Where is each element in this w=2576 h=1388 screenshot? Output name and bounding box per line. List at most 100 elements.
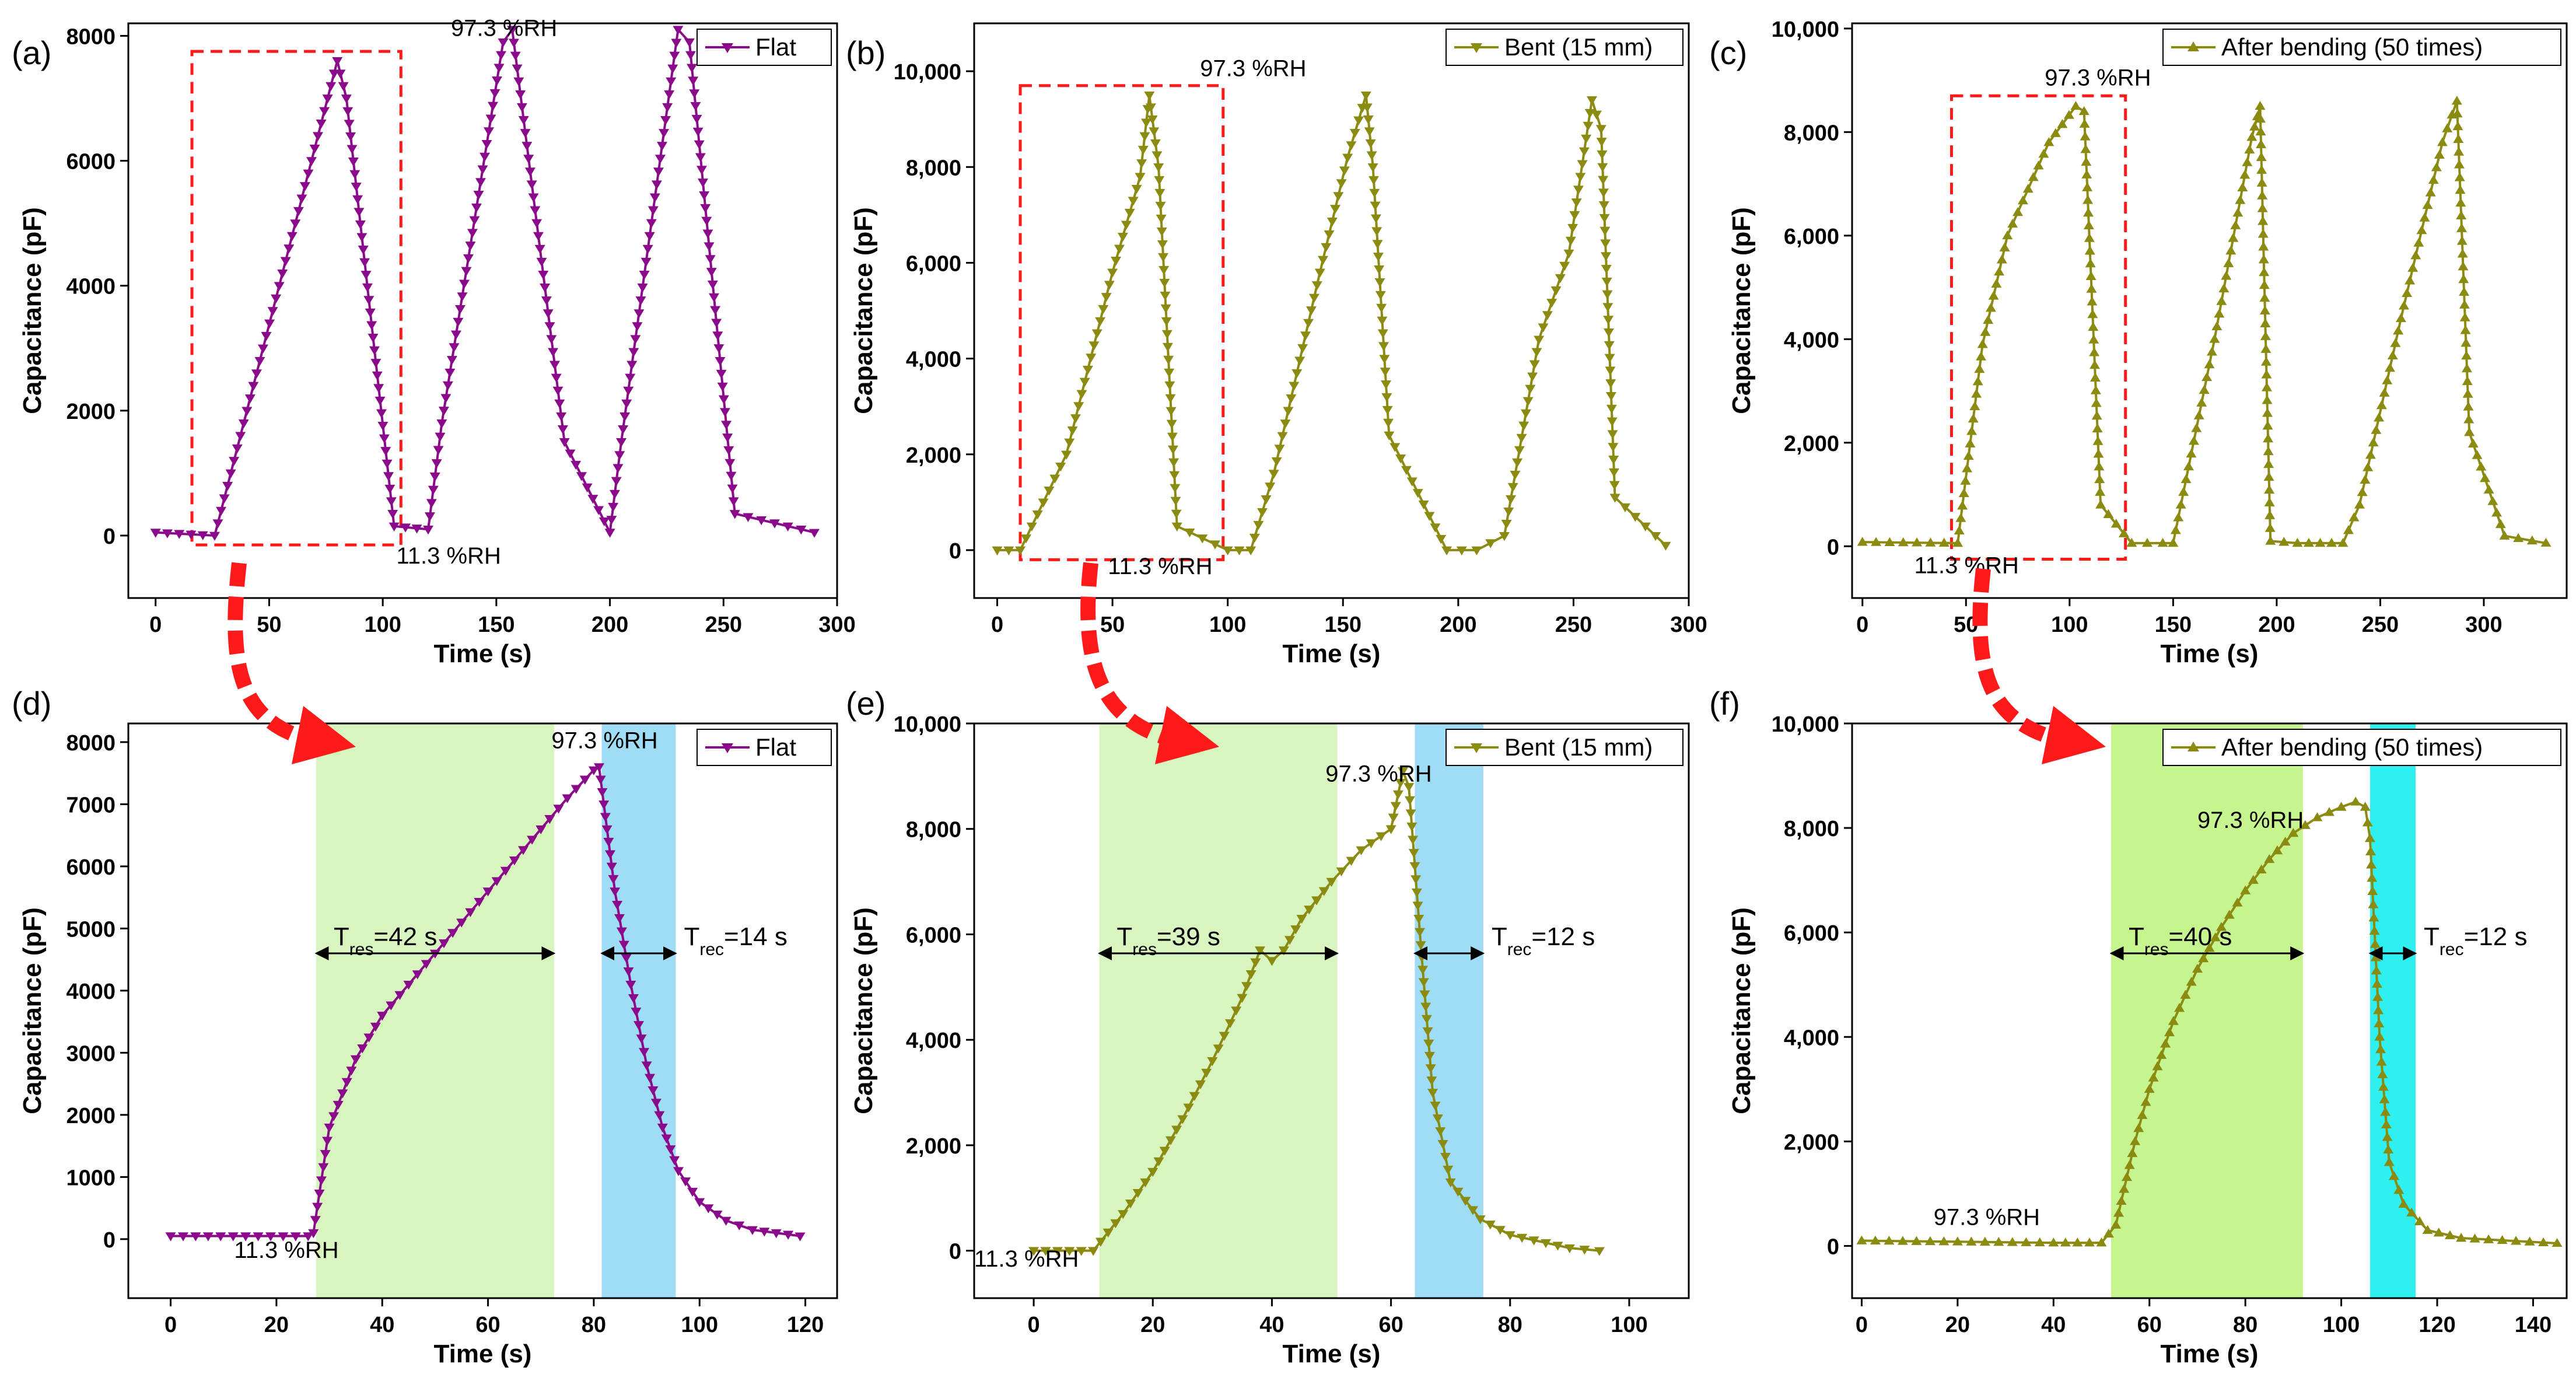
series-markers	[165, 763, 806, 1242]
data-point	[326, 82, 337, 92]
data-point	[734, 1221, 745, 1230]
data-point	[2191, 423, 2202, 432]
data-point	[552, 386, 564, 396]
data-point	[513, 77, 524, 87]
data-point	[354, 208, 365, 217]
data-point	[690, 102, 701, 111]
data-point	[2257, 190, 2268, 200]
data-point	[373, 384, 384, 393]
data-point	[222, 481, 233, 491]
plot-frame	[127, 722, 838, 1299]
zoom-box	[1019, 84, 1225, 561]
data-point	[2223, 258, 2234, 267]
data-point	[694, 140, 705, 149]
data-point	[2249, 121, 2260, 131]
rh-low-label: 97.3 %RH	[1934, 1205, 2040, 1230]
data-point	[659, 129, 670, 138]
data-point	[1377, 316, 1388, 326]
data-point	[312, 1202, 323, 1212]
data-point	[2264, 854, 2275, 863]
data-point	[1091, 329, 1102, 338]
data-point	[1245, 970, 1256, 980]
data-point	[242, 407, 253, 416]
x-tick-label: 0	[164, 1313, 177, 1337]
y-tick-label: 0	[103, 1228, 116, 1253]
data-point	[2425, 187, 2436, 197]
data-point	[488, 102, 499, 111]
data-point	[2410, 250, 2421, 260]
data-point	[1086, 354, 1097, 363]
data-point	[2456, 223, 2468, 232]
data-point	[467, 229, 478, 238]
data-point	[1550, 286, 1562, 296]
data-point	[1415, 941, 1426, 950]
data-point	[654, 1111, 665, 1120]
data-point	[2225, 245, 2236, 255]
data-point	[2237, 182, 2248, 192]
data-point	[1607, 430, 1618, 439]
data-point	[324, 1123, 335, 1133]
data-point	[531, 219, 542, 228]
data-point	[2354, 499, 2365, 509]
legend-label: After bending (50 times)	[2221, 33, 2483, 61]
data-point	[1619, 503, 1630, 513]
data-point	[332, 1100, 344, 1110]
data-point	[595, 775, 606, 785]
data-point	[1297, 344, 1308, 354]
data-point	[306, 157, 317, 166]
data-point	[500, 866, 511, 876]
data-point	[2375, 1044, 2386, 1054]
data-point	[433, 446, 444, 455]
data-point	[2174, 1003, 2185, 1012]
data-point	[1575, 173, 1586, 182]
data-point	[1076, 390, 1087, 399]
data-point	[477, 165, 488, 174]
data-point	[1365, 139, 1376, 149]
data-point	[1098, 305, 1109, 314]
data-point	[1280, 419, 1291, 429]
data-point	[1169, 471, 1180, 480]
data-point	[1527, 372, 1538, 382]
data-point	[2256, 152, 2267, 161]
data-point	[1290, 925, 1301, 935]
data-point	[609, 490, 620, 499]
data-point	[1912, 537, 1923, 547]
data-point	[1601, 252, 1612, 261]
data-point	[1412, 901, 1423, 911]
series-markers	[992, 91, 1671, 555]
data-point	[618, 425, 629, 435]
data-point	[612, 901, 623, 910]
data-point	[2130, 1136, 2141, 1145]
data-point	[2456, 210, 2467, 219]
data-point	[524, 167, 536, 177]
data-point	[1870, 1235, 1881, 1245]
data-point	[162, 529, 173, 539]
data-point	[747, 1226, 758, 1235]
data-point	[727, 484, 738, 494]
data-point	[450, 330, 461, 340]
response-time-label: Tres=39 s	[1116, 922, 1220, 959]
legend-marker	[2188, 742, 2199, 751]
data-point	[2186, 448, 2197, 458]
data-point	[1401, 466, 1412, 476]
data-point	[296, 194, 307, 204]
data-point	[2360, 802, 2371, 811]
data-point	[261, 332, 272, 341]
data-point	[2028, 172, 2039, 181]
data-point	[554, 399, 565, 409]
x-tick-label: 120	[2418, 1313, 2455, 1337]
data-point	[1164, 381, 1175, 391]
data-point	[608, 875, 619, 884]
x-tick-label: 200	[592, 613, 628, 637]
data-point	[248, 382, 259, 391]
data-point	[628, 994, 639, 1004]
data-point	[2255, 113, 2266, 123]
data-point	[1131, 184, 1142, 194]
zoom-link-arrow-shaft	[1080, 562, 1180, 749]
data-point	[2078, 106, 2090, 116]
data-point	[611, 477, 622, 486]
response-time-label: Tres=40 s	[2129, 922, 2232, 959]
data-point	[1974, 363, 1985, 373]
data-point	[2360, 474, 2371, 484]
data-point	[1999, 242, 2010, 251]
